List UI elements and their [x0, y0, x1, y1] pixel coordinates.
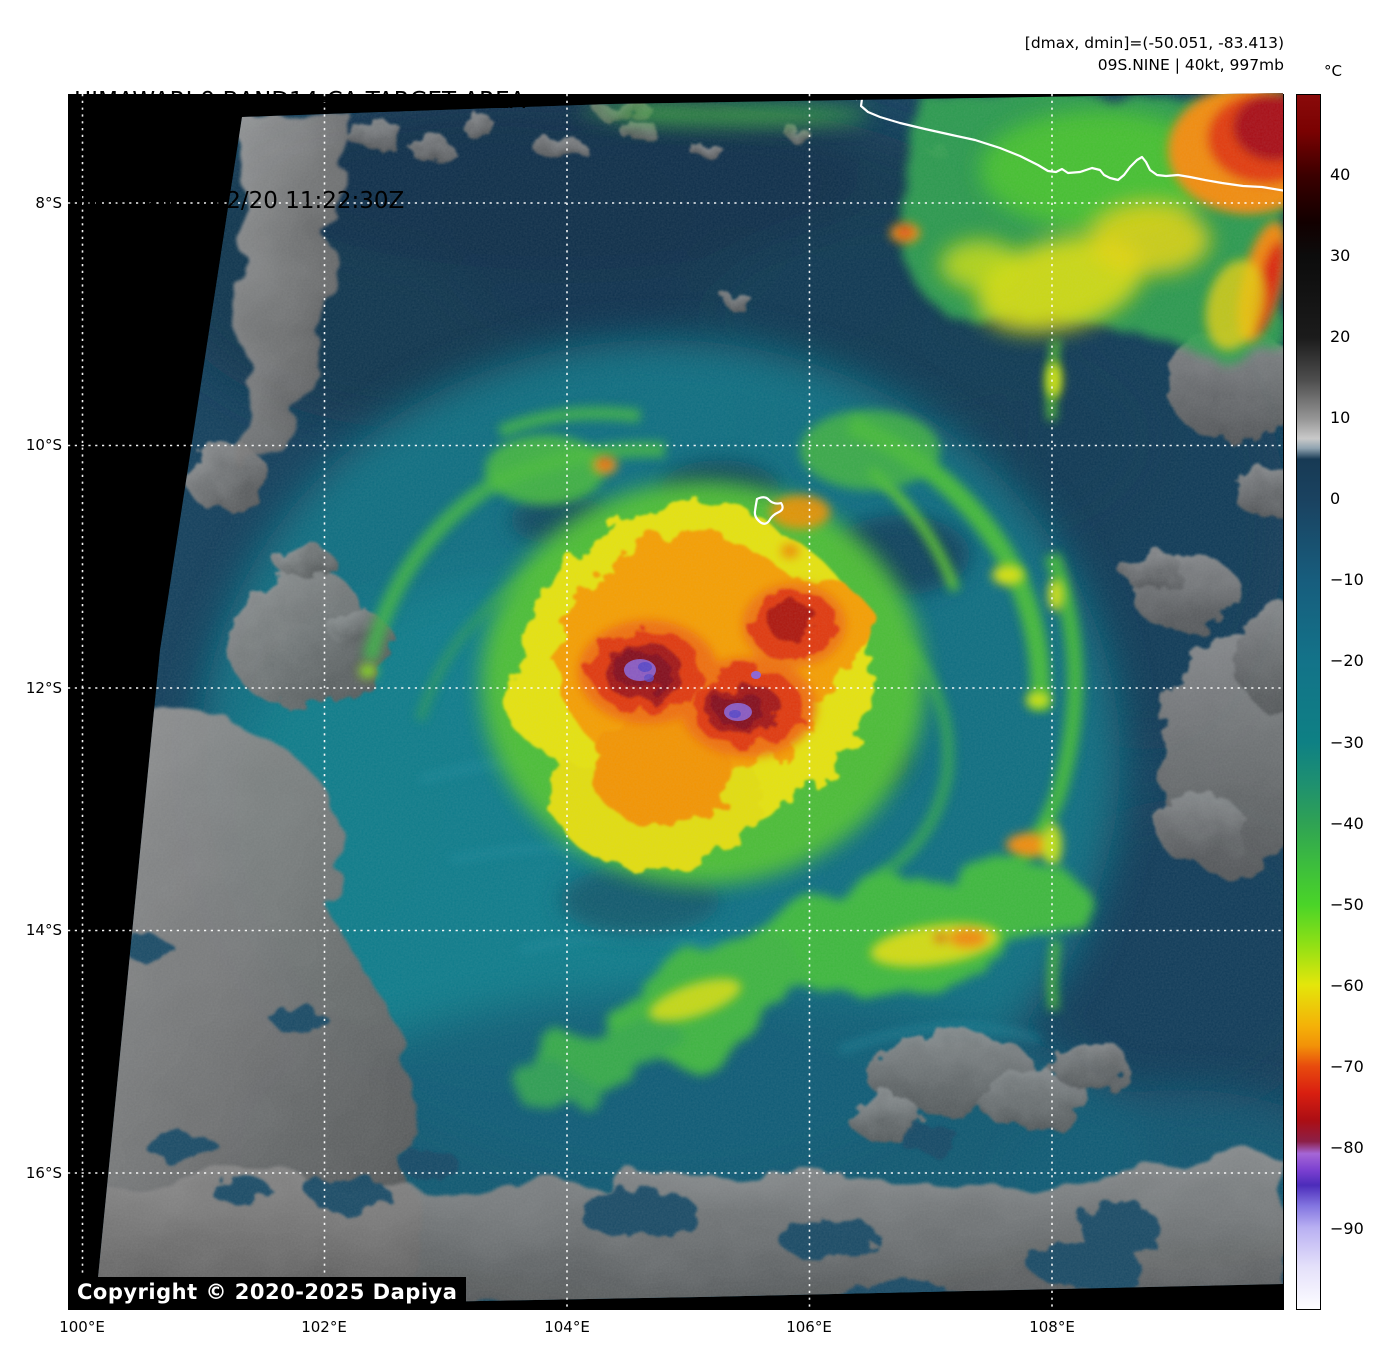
cbar-tick-m40: −40: [1330, 814, 1364, 833]
cbar-tick-m20: −20: [1330, 651, 1364, 670]
cbar-tick-20: 20: [1330, 327, 1351, 346]
lon-label-102e: 102°E: [301, 1318, 347, 1336]
lon-label-106e: 106°E: [786, 1318, 832, 1336]
satellite-data-layer: [95, 93, 1283, 1308]
lat-label-14s: 14°S: [25, 921, 62, 939]
copyright-banner: Copyright © 2020-2025 Dapiya: [68, 1277, 467, 1308]
lon-label-108e: 108°E: [1029, 1318, 1075, 1336]
cbar-tick-m50: −50: [1330, 895, 1364, 914]
island-outline: [753, 496, 784, 525]
lat-label-8s: 8°S: [35, 194, 62, 212]
cbar-tick-m90: −90: [1330, 1219, 1364, 1238]
cbar-tick-40: 40: [1330, 165, 1351, 184]
cbar-tick-10: 10: [1330, 408, 1351, 427]
temperature-colorbar: [1296, 94, 1321, 1310]
lat-label-12s: 12°S: [25, 679, 62, 697]
figure-timestamp: Time: 2025/12/20 11:22:30Z: [74, 187, 405, 214]
sensor-grain-texture: [95, 93, 1283, 1308]
cbar-tick-m70: −70: [1330, 1057, 1364, 1076]
lon-label-104e: 104°E: [544, 1318, 590, 1336]
cbar-tick-m80: −80: [1330, 1138, 1364, 1157]
lon-label-100e: 100°E: [59, 1318, 105, 1336]
figure-title: HIMAWARI-9 BAND14-CA TARGET AREA: [74, 87, 526, 114]
figure-annotations: [dmax, dmin]=(-50.051, -83.413) 09S.NINE…: [1025, 32, 1284, 76]
cbar-tick-m10: −10: [1330, 570, 1364, 589]
cbar-tick-m60: −60: [1330, 976, 1364, 995]
lat-label-16s: 16°S: [25, 1164, 62, 1182]
storm-info-annotation: 09S.NINE | 40kt, 997mb: [1097, 56, 1284, 74]
cbar-tick-30: 30: [1330, 246, 1351, 265]
dmax-dmin-annotation: [dmax, dmin]=(-50.051, -83.413): [1024, 34, 1284, 52]
cbar-tick-m30: −30: [1330, 733, 1364, 752]
lat-label-10s: 10°S: [25, 436, 62, 454]
coastline: [753, 93, 1283, 525]
graticule-gridlines: [68, 94, 1284, 1310]
colorbar-unit-label: °C: [1324, 62, 1342, 80]
figure-title-block: HIMAWARI-9 BAND14-CA TARGET AREA Time: 2…: [74, 18, 525, 285]
cbar-tick-0: 0: [1330, 489, 1341, 508]
